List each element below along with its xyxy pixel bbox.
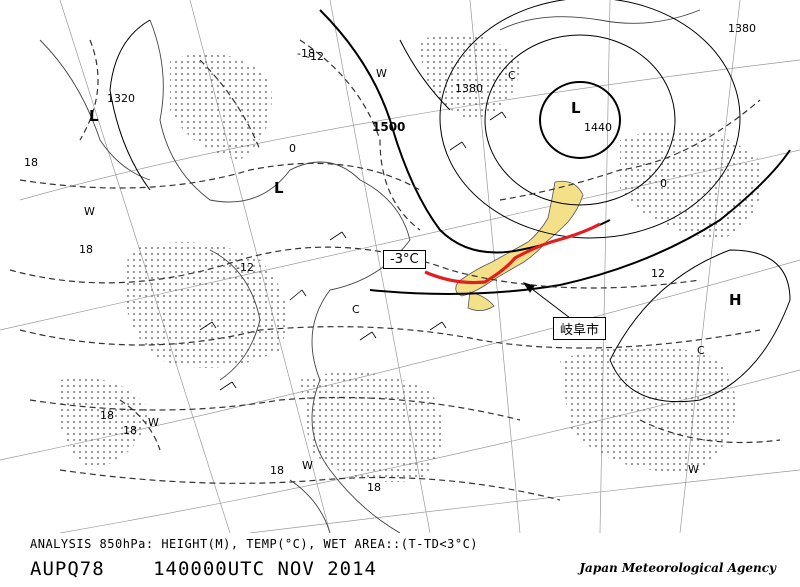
wet-area-regions [58,33,762,482]
agency-name: Japan Meteorological Agency [579,561,776,575]
isotherm-label: -12 [306,50,324,63]
isotherm-lines [9,39,781,501]
city-arrow [522,282,571,319]
temperature-band-label: 18 [367,481,381,494]
isobar-label: 1500 [372,120,405,134]
temperature-band-label: 18 [79,243,93,256]
thermal-label: W [148,416,159,429]
temperature-callout: -3°C [383,250,426,269]
thermal-label: C [508,69,516,82]
thermal-label: W [688,463,699,476]
weather-map-canvas: 1500 1380 1380 1440 1320 -12 0 0 12 -12 … [0,0,800,533]
temperature-band-label: -18 [297,47,315,60]
thermal-label: W [376,67,387,80]
coastlines [39,9,701,533]
temperature-band-label: 18 [123,424,137,437]
valid-time: 140000UTC NOV 2014 [153,558,377,580]
pressure-center-label: L [89,107,99,125]
thin-contours [109,0,791,403]
weather-map: 1500 1380 1380 1440 1320 -12 0 0 12 -12 … [0,0,800,533]
thermal-label: C [352,303,360,316]
isotherm-label: 12 [651,267,665,280]
isobar-label: 1380 [728,22,756,35]
isobar-label: 1380 [455,82,483,95]
wind-barbs [199,111,507,391]
isobar-label: 1320 [107,92,135,105]
temperature-band-label: 18 [100,409,114,422]
product-line: AUPQ78 140000UTC NOV 2014 [30,558,413,580]
pressure-center-label: H [729,291,742,309]
thermal-label: W [84,205,95,218]
analysis-description: ANALYSIS 850hPa: HEIGHT(M), TEMP(°C), WE… [30,537,479,551]
isotherm-label: 0 [660,177,667,190]
isotherm-label: -12 [236,261,254,274]
city-callout: 岐阜市 [553,317,607,340]
thermal-label: W [302,459,313,472]
pressure-center-label: L [571,99,581,117]
temperature-band-label: 18 [270,464,284,477]
isotherm-label: 0 [289,142,296,155]
pressure-center-label: L [274,179,284,197]
temperature-band-label: 18 [24,156,38,169]
thermal-label: C [697,344,705,357]
product-code: AUPQ78 [30,558,105,580]
minus3-isotherm-highlight [424,222,601,285]
japan-landmass [455,180,584,311]
isobar-label: 1440 [584,121,612,134]
